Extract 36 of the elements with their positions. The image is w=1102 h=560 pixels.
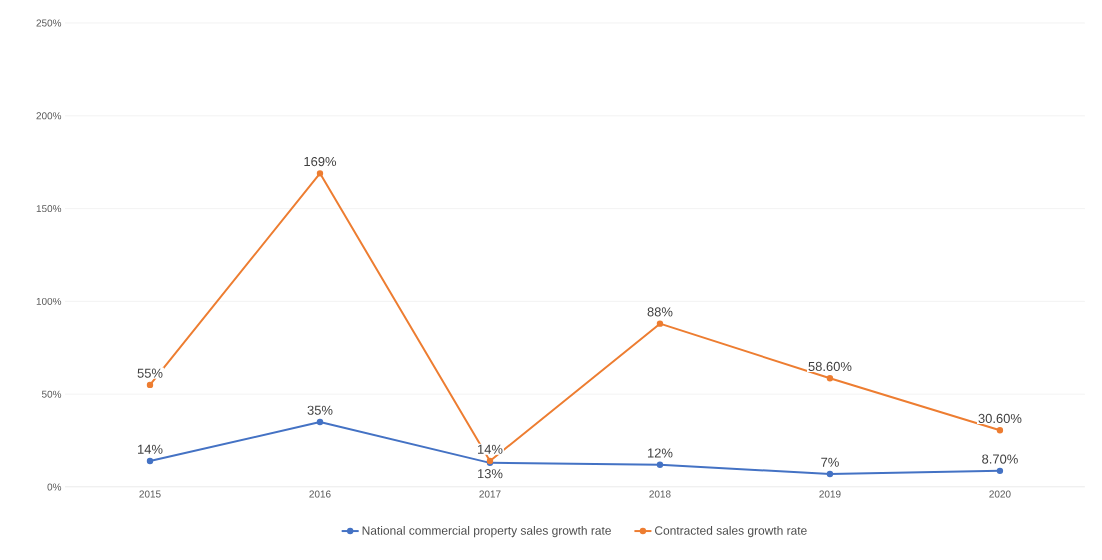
x-tick-label: 2018: [649, 490, 671, 498]
y-tick-label: 0%: [47, 483, 62, 491]
legend-label: Contracted sales growth rate: [655, 525, 807, 538]
point: [826, 375, 834, 382]
point: [656, 320, 664, 327]
point: [146, 457, 154, 465]
y-tick-label: 150%: [36, 205, 62, 213]
data-label: 8.70%: [982, 454, 1018, 464]
point: [996, 467, 1004, 475]
y-tick-label: 200%: [36, 112, 62, 120]
data-label: 13%: [477, 469, 503, 479]
data-label: 14%: [477, 444, 503, 454]
point: [146, 381, 154, 389]
x-tick-label: 2020: [989, 490, 1011, 498]
point: [656, 461, 664, 468]
data-label: 169%: [304, 156, 337, 167]
data-label: 35%: [307, 405, 333, 415]
legend-label: National commercial property sales growth rate: [362, 525, 611, 538]
data-label: 55%: [137, 368, 163, 378]
x-tick-label: 2019: [819, 490, 841, 498]
y-tick-label: 100%: [36, 297, 62, 305]
data-label: 7%: [821, 457, 839, 467]
data-label: 88%: [647, 307, 673, 317]
x-tick-label: 2016: [309, 490, 331, 498]
point: [316, 170, 324, 177]
point: [826, 470, 834, 478]
data-label: 58.60%: [808, 361, 852, 372]
data-label: 12%: [647, 448, 673, 458]
point: [316, 418, 324, 426]
data-label: 30.60%: [978, 413, 1022, 424]
x-tick-label: 2017: [479, 490, 501, 498]
point: [996, 427, 1004, 434]
y-tick-label: 250%: [36, 19, 62, 27]
y-tick-label: 50%: [41, 390, 62, 398]
x-tick-label: 2015: [139, 490, 161, 498]
data-label: 14%: [138, 444, 163, 454]
